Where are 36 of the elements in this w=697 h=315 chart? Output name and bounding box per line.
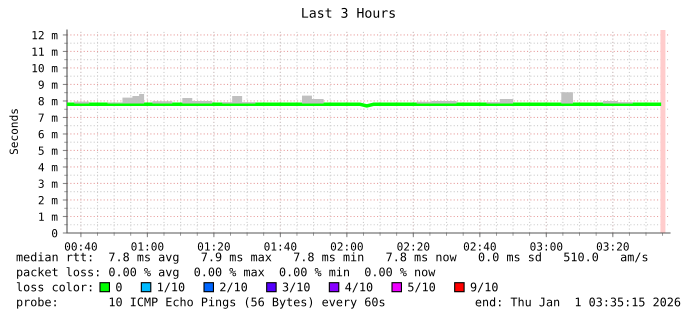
y-tick-label: 0 bbox=[52, 229, 58, 238]
x-tick-label: 01:40 bbox=[264, 242, 296, 251]
x-tick-label: 02:40 bbox=[464, 242, 496, 251]
y-tick-label: 10 m bbox=[32, 64, 58, 72]
x-tick-label: 02:20 bbox=[397, 242, 430, 251]
legend-label: 2/10 bbox=[220, 282, 248, 292]
legend-title: loss color: bbox=[16, 282, 92, 292]
y-tick-label: 5 m bbox=[38, 146, 58, 155]
y-tick-label: 1 m bbox=[39, 212, 58, 221]
x-tick-label: 03:20 bbox=[596, 242, 629, 251]
legend-label: 9/10 bbox=[470, 282, 498, 292]
legend-label: 4/10 bbox=[345, 282, 372, 292]
chart-title: Last 3 Hours bbox=[302, 8, 395, 18]
y-tick-label: 9 m bbox=[38, 80, 58, 89]
legend-label: 3/10 bbox=[282, 282, 310, 292]
y-tick-label: 4 m bbox=[38, 163, 58, 172]
y-tick-label: 2 m bbox=[38, 196, 58, 204]
y-tick-label: 6 m bbox=[38, 130, 58, 138]
text: packet loss: 0.00 % avg 0.00 % max 0.00 % min 0.00 % now bbox=[17, 267, 436, 279]
x-tick-label: 03:00 bbox=[530, 242, 562, 251]
y-tick-label: 12 m bbox=[32, 30, 58, 40]
text: end: Thu Jan 1 03:35:15 2026 bbox=[476, 297, 680, 306]
x-tick-label: 02:00 bbox=[330, 242, 363, 251]
y-tick-label: 8 m bbox=[38, 96, 58, 106]
legend-label: 1/10 bbox=[158, 282, 184, 292]
x-tick-label: 00:40 bbox=[64, 242, 97, 251]
y-axis-title: Seconds bbox=[9, 109, 18, 154]
legend-label: 0 bbox=[116, 282, 122, 292]
legend-label: 5/10 bbox=[408, 282, 436, 292]
x-tick-label: 01:20 bbox=[198, 242, 230, 251]
x-tick-label: 01:00 bbox=[131, 242, 164, 251]
y-tick-label: 11 m bbox=[32, 48, 58, 56]
y-tick-label: 3 m bbox=[38, 179, 58, 188]
text: probe: 10 ICMP Echo Pings (56 Bytes) every 60s bbox=[17, 297, 384, 309]
text: median rtt: 7.8 ms avg 7.9 ms max 7.8 ms min 7.8 ms now 0.0 ms sd 510.0 am/s bbox=[16, 252, 648, 264]
y-tick-label: 7 m bbox=[38, 114, 58, 122]
